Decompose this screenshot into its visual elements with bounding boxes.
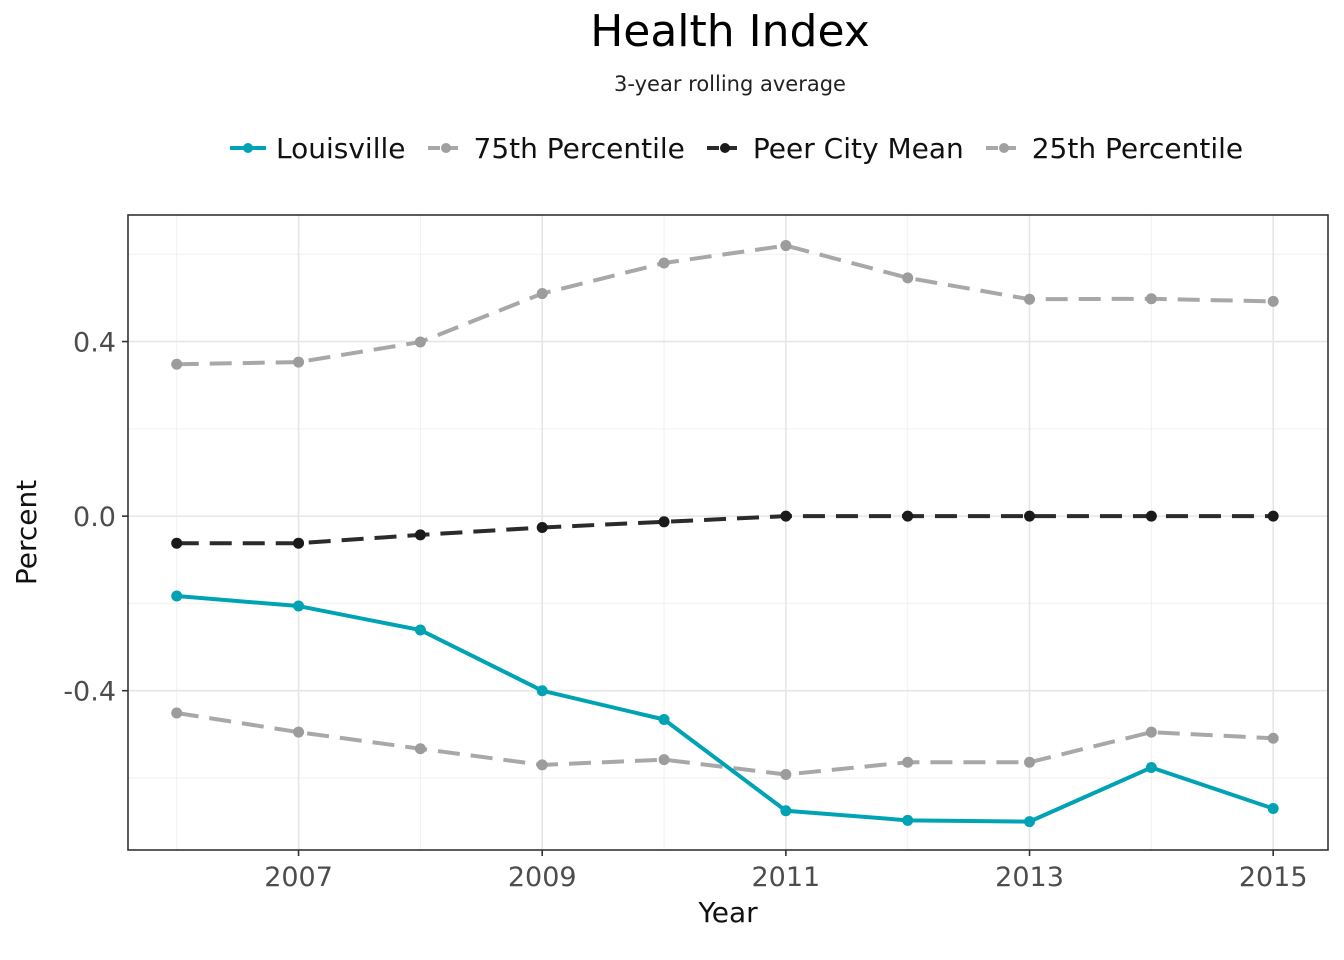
data-point-louisville [536,685,548,697]
data-point-25th-percentile [414,743,426,755]
legend-key-louisville [230,143,266,153]
data-point-peer-city-mean [414,529,426,541]
x-tick-label: 2007 [264,862,333,893]
data-point-louisville [293,600,305,612]
chart-title: Health Index [590,6,870,57]
data-point-louisville [171,590,183,602]
data-point-75th-percentile [658,257,670,269]
series-line-peer-city-mean [176,514,1274,546]
legend-item-25th-percentile: 25th Percentile [984,132,1259,165]
legend-label-peer-city-mean: Peer City Mean [752,131,964,165]
data-point-louisville [414,624,426,636]
data-point-peer-city-mean [780,510,792,522]
legend-key-75th-percentile [427,143,464,153]
data-point-peer-city-mean [1145,510,1157,522]
series-line-75th-percentile [176,243,1274,367]
legend-item-peer-city-mean: Peer City Mean [705,132,980,165]
legend-item-75th-percentile: 75th Percentile [426,132,701,165]
data-point-25th-percentile [1024,756,1036,768]
data-point-75th-percentile [902,272,914,284]
data-point-peer-city-mean [293,537,305,549]
y-tick-label: 0.4 [73,328,116,359]
x-tick-label: 2011 [752,862,821,893]
y-axis-title: Percent [10,480,43,585]
x-tick-label: 2013 [995,862,1064,893]
legend-item-louisville: Louisville [228,132,422,165]
legend-key-peer-city-mean [706,143,743,153]
data-point-25th-percentile [658,754,670,766]
legend-key-25th-percentile [985,143,1022,153]
data-point-25th-percentile [780,768,792,780]
data-point-25th-percentile [293,726,305,738]
data-point-louisville [1145,762,1157,774]
series-line-25th-percentile [176,710,1274,777]
data-point-peer-city-mean [1267,510,1279,522]
legend-label-75th-percentile: 75th Percentile [473,131,685,165]
plot-panel [128,215,1328,850]
data-point-louisville [658,714,670,726]
data-point-peer-city-mean [658,516,670,528]
data-point-louisville [1267,803,1279,815]
data-point-25th-percentile [1267,732,1279,744]
data-point-25th-percentile [1145,726,1157,738]
data-point-25th-percentile [171,707,183,719]
legend-label-25th-percentile: 25th Percentile [1031,131,1244,165]
chart-subtitle: 3-year rolling average [614,72,846,96]
data-point-75th-percentile [414,336,426,348]
data-point-75th-percentile [293,356,305,368]
plot-border [127,214,1329,851]
data-point-75th-percentile [1145,293,1157,305]
data-point-25th-percentile [902,756,914,768]
data-point-75th-percentile [536,288,548,300]
data-point-louisville [1024,816,1036,828]
data-point-25th-percentile [536,759,548,771]
x-tick-label: 2009 [508,862,577,893]
data-point-louisville [902,814,914,826]
data-point-louisville [780,805,792,817]
data-point-peer-city-mean [171,537,183,549]
data-point-75th-percentile [171,358,183,370]
x-tick-label: 2015 [1239,862,1308,893]
data-point-peer-city-mean [1024,510,1036,522]
data-point-75th-percentile [780,240,792,252]
data-point-peer-city-mean [536,521,548,533]
legend-label-louisville: Louisville [276,131,406,165]
data-point-75th-percentile [1024,293,1036,305]
data-point-peer-city-mean [902,510,914,522]
series-line-louisville [176,594,1274,824]
x-axis-title: Year [697,896,758,929]
y-tick-label: 0.0 [73,502,116,533]
legend: Louisville 75th Percentile Peer City Mea… [228,128,1263,168]
y-tick-label: -0.4 [63,677,116,708]
data-point-75th-percentile [1267,295,1279,307]
